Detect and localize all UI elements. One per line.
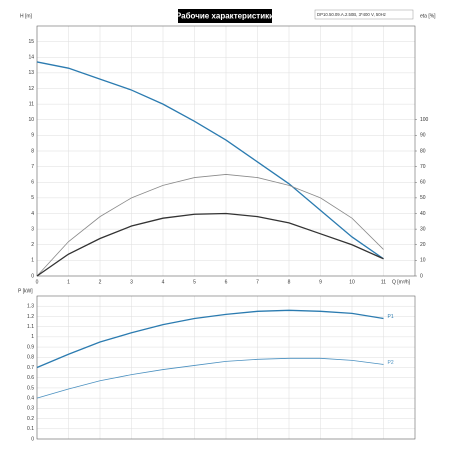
y-tick-label: 1.1: [27, 324, 34, 330]
y-tick-label: 1: [31, 258, 34, 264]
series-line: [36, 309, 384, 369]
y2-tick-label: 100: [420, 117, 429, 123]
y-tick-label: 0.2: [27, 416, 34, 422]
y2-tick-label: 60: [420, 180, 426, 186]
x-tick-label: 3: [130, 279, 133, 285]
y2-tick-label: 10: [420, 258, 426, 264]
x-tick-label: 0: [36, 279, 39, 285]
y-tick-label: 0.5: [27, 385, 34, 391]
y-tick-label: 2: [31, 242, 34, 248]
y2-tick-label: 50: [420, 195, 426, 201]
x-tick-label: 8: [288, 279, 291, 285]
y-tick-label: 3: [31, 226, 34, 232]
y2-tick-label: 90: [420, 133, 426, 139]
y2-tick-label: 20: [420, 242, 426, 248]
y-tick-label: 6: [31, 180, 34, 186]
y-tick-label: 0.8: [27, 355, 34, 361]
y-tick-label: 8: [31, 148, 34, 154]
y2-tick-label: 80: [420, 148, 426, 154]
x-tick-label: 5: [193, 279, 196, 285]
plot-border: [36, 25, 416, 277]
x-tick-label: 10: [349, 279, 355, 285]
x-tick-label: 2: [99, 279, 102, 285]
y-tick-label: 5: [31, 195, 34, 201]
x-tick-label: 7: [256, 279, 259, 285]
y-tick-label: 14: [28, 55, 34, 61]
subtitle-box: [314, 9, 414, 20]
x-tick-label: 4: [162, 279, 165, 285]
y-tick-label: 0.4: [27, 395, 34, 401]
series-label: P2: [388, 360, 394, 366]
series-line: [36, 61, 384, 260]
y-tick-label: 4: [31, 211, 34, 217]
series-line: [36, 212, 384, 277]
y2-tick-label: 70: [420, 164, 426, 170]
y2-axis-label: eta [%]: [420, 13, 436, 19]
x-tick-label: 1: [67, 279, 70, 285]
y-tick-label: 1.3: [27, 304, 34, 310]
y-tick-label: 0.9: [27, 344, 34, 350]
chart-title: Рабочие характеристики: [176, 12, 274, 21]
y2-tick-label: 0: [420, 273, 423, 279]
subtitle: DP10.50.09.A.2.50B, 3*400 V, 50Hz: [317, 12, 386, 17]
series-label: P1: [388, 314, 394, 320]
y-tick-label: 0: [31, 436, 34, 442]
y-tick-label: 0: [31, 273, 34, 279]
y-tick-label: 7: [31, 164, 34, 170]
y-tick-label: 10: [28, 117, 34, 123]
y2-tick-label: 40: [420, 211, 426, 217]
y-axis-label: H [m]: [20, 13, 33, 19]
title-box: [178, 9, 272, 23]
y-tick-label: 0.1: [27, 426, 34, 432]
x-axis-label: Q [m³/h]: [392, 279, 411, 285]
y-tick-label: 15: [28, 39, 34, 45]
y-axis-label: P [kW]: [18, 288, 33, 294]
series-line: [36, 357, 384, 399]
y-tick-label: 12: [28, 86, 34, 92]
y-tick-label: 0.3: [27, 406, 34, 412]
series-line: [36, 174, 384, 277]
y-tick-label: 1.2: [27, 314, 34, 320]
x-tick-label: 11: [381, 279, 386, 285]
y-tick-label: 1: [31, 334, 34, 340]
y-tick-label: 9: [31, 133, 34, 139]
x-tick-label: 9: [319, 279, 322, 285]
y-tick-label: 11: [29, 101, 34, 107]
y2-tick-label: 30: [420, 226, 426, 232]
y-tick-label: 0.7: [27, 365, 34, 371]
x-tick-label: 6: [225, 279, 228, 285]
y-tick-label: 13: [28, 70, 34, 76]
y-tick-label: 0.6: [27, 375, 34, 381]
